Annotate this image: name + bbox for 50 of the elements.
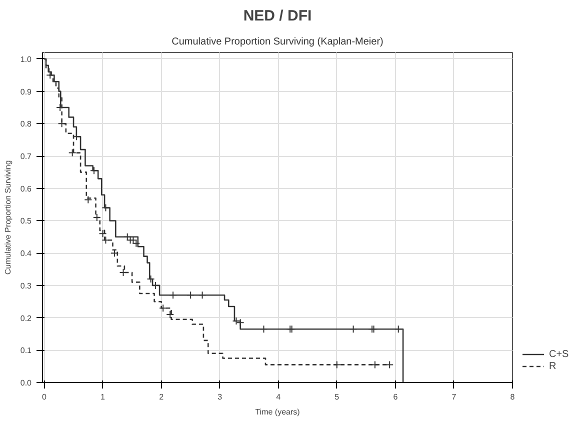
x-tick-label: 7 [452, 392, 457, 402]
y-tick-label: 0.0 [20, 378, 32, 388]
point [84, 196, 92, 204]
point [90, 166, 98, 175]
point [98, 230, 107, 238]
x-tick-label: 8 [510, 392, 516, 402]
point [102, 236, 110, 244]
y-tick-label: 0.3 [20, 281, 32, 290]
point [68, 148, 76, 157]
x-axis-title: Time (years) [255, 408, 300, 416]
legend-label: R [549, 360, 558, 372]
point [198, 291, 206, 300]
point [260, 325, 268, 334]
point [169, 291, 178, 300]
y-tick-label: 0.5 [20, 216, 32, 226]
y-tick-label: 1.0 [20, 54, 32, 64]
point [132, 239, 140, 248]
x-tick-label: 4 [276, 392, 282, 402]
chart-subtitle: Cumulative Proportion Surviving (Kaplan-Meier) [172, 36, 384, 48]
point [146, 274, 155, 283]
y-tick-label: 0.2 [20, 314, 32, 323]
point [72, 132, 80, 141]
point [186, 291, 195, 300]
point [123, 232, 132, 241]
y-tick-label: 0.6 [20, 184, 32, 194]
legend-label: C+S [549, 348, 569, 360]
y-axis-title: Cumulative Proportion Surviving [3, 160, 12, 275]
y-tick-label: 0.7 [20, 152, 32, 162]
point [349, 325, 358, 334]
point [332, 360, 341, 369]
y-tick-label: 0.1 [20, 346, 32, 356]
point [394, 325, 402, 334]
x-tick-label: 0 [42, 392, 48, 402]
point [236, 318, 244, 327]
point [370, 360, 379, 369]
x-tick-label: 1 [100, 392, 106, 402]
x-tick-label: 5 [334, 392, 340, 402]
chart-title: NED / DFI [243, 8, 312, 24]
x-tick-label: 6 [393, 392, 398, 402]
point [102, 204, 110, 212]
point [159, 304, 168, 312]
y-tick-label: 0.4 [20, 249, 32, 258]
point [92, 214, 101, 222]
point [58, 120, 66, 128]
point [386, 360, 394, 369]
x-tick-label: 2 [159, 392, 164, 402]
x-tick-label: 3 [218, 392, 223, 402]
y-tick-label: 0.8 [20, 120, 32, 129]
y-tick-label: 0.9 [20, 87, 32, 96]
point [166, 310, 174, 319]
